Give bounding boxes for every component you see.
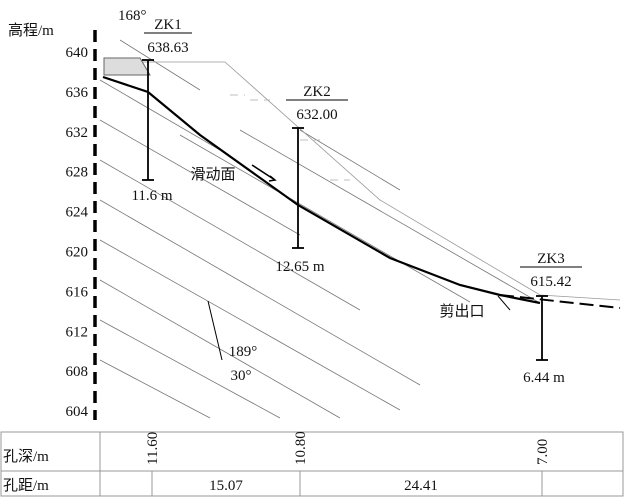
axis-tick-label: 604 [66, 404, 89, 420]
axis-tick-label: 636 [66, 85, 89, 101]
borehole-name: ZK3 [537, 251, 565, 267]
dip-direction: 189° [229, 344, 258, 360]
borehole-elevation: 632.00 [296, 107, 337, 123]
depth-cell: 10.80 [293, 431, 309, 465]
depth-cell: 7.00 [535, 439, 551, 465]
borehole-depth: 11.6 m [131, 188, 172, 204]
axis-tick-label: 632 [66, 125, 89, 141]
boreholes [142, 60, 548, 360]
table-header: 孔距/m [3, 477, 49, 494]
table-header: 孔深/m [3, 448, 49, 465]
axis-tick-label: 616 [66, 284, 89, 300]
hatching [100, 40, 620, 418]
borehole-name: ZK1 [154, 17, 182, 33]
exit-label: 剪出口 [439, 303, 484, 320]
exit-extension [500, 295, 620, 308]
depth-cell: 11.60 [145, 432, 161, 465]
axis-tick-label: 624 [66, 205, 89, 221]
borehole-heads [144, 33, 582, 360]
distance-cell: 24.41 [404, 478, 438, 494]
borehole-elevation: 638.63 [147, 40, 188, 56]
orientation: 168° [118, 8, 147, 24]
axis-tick-label: 612 [66, 324, 89, 340]
table-grid [1, 432, 623, 496]
axis-tick-label: 620 [66, 245, 89, 261]
axis-tick-label: 640 [66, 45, 89, 61]
borehole-elevation: 615.42 [530, 274, 571, 290]
dip-angle: 30° [231, 368, 252, 384]
section-diagram: 高程/m 640 636 632 628 624 620 616 612 608 604 168°… [0, 0, 625, 499]
axis-title: 高程/m [8, 22, 54, 39]
borehole-name: ZK2 [303, 84, 331, 100]
borehole-depth: 12.65 m [275, 259, 325, 275]
axis-tick-label: 628 [66, 165, 89, 181]
distance-cell: 15.07 [209, 478, 243, 494]
slip-label: 滑动面 [190, 166, 235, 183]
axis-tick-label: 608 [66, 364, 89, 380]
borehole-depth: 6.44 m [523, 370, 565, 386]
